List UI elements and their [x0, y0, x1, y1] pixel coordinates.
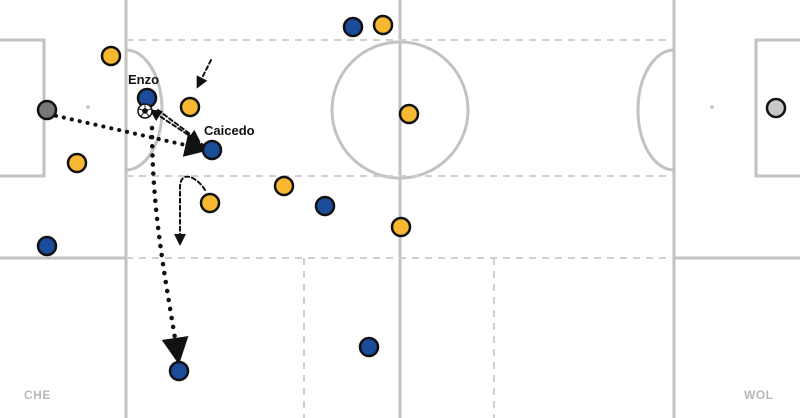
opponent-drop-arrow [174, 175, 206, 246]
player-wol[interactable] [100, 45, 122, 67]
keeper-pass-to-caicedo-arrow [46, 112, 209, 157]
right-six-yard-box [754, 38, 800, 178]
left-penalty-spot [86, 105, 90, 109]
center-circle [330, 40, 470, 180]
player-label-caicedo: Caicedo [204, 123, 255, 138]
right-penalty-spot [710, 105, 714, 109]
right-penalty-arc [636, 48, 675, 172]
player-wol-goalkeeper[interactable] [765, 97, 787, 119]
player-che[interactable] [358, 336, 380, 358]
player-wol[interactable] [66, 152, 88, 174]
opponent-press-arrow [196, 59, 212, 89]
player-wol[interactable] [199, 192, 221, 214]
player-che-caicedo[interactable] [201, 139, 223, 161]
zone-guides [126, 39, 674, 418]
player-wol[interactable] [390, 216, 412, 238]
player-wol[interactable] [398, 103, 420, 125]
enzo-long-pass-arrow [149, 125, 189, 365]
player-wol[interactable] [273, 175, 295, 197]
player-label-enzo: Enzo [128, 72, 159, 87]
team-label-right: WOL [744, 388, 774, 402]
player-wol[interactable] [372, 14, 394, 36]
player-che[interactable] [36, 235, 58, 257]
player-che[interactable] [168, 360, 190, 382]
player-che-goalkeeper[interactable] [36, 99, 58, 121]
movement-arrows [46, 59, 212, 365]
enzo-run-arrow [157, 109, 201, 142]
player-wol[interactable] [179, 96, 201, 118]
soccer-ball-icon [137, 103, 153, 119]
players [36, 14, 787, 382]
player-che[interactable] [342, 16, 364, 38]
player-che[interactable] [314, 195, 336, 217]
team-label-left: CHE [24, 388, 51, 402]
